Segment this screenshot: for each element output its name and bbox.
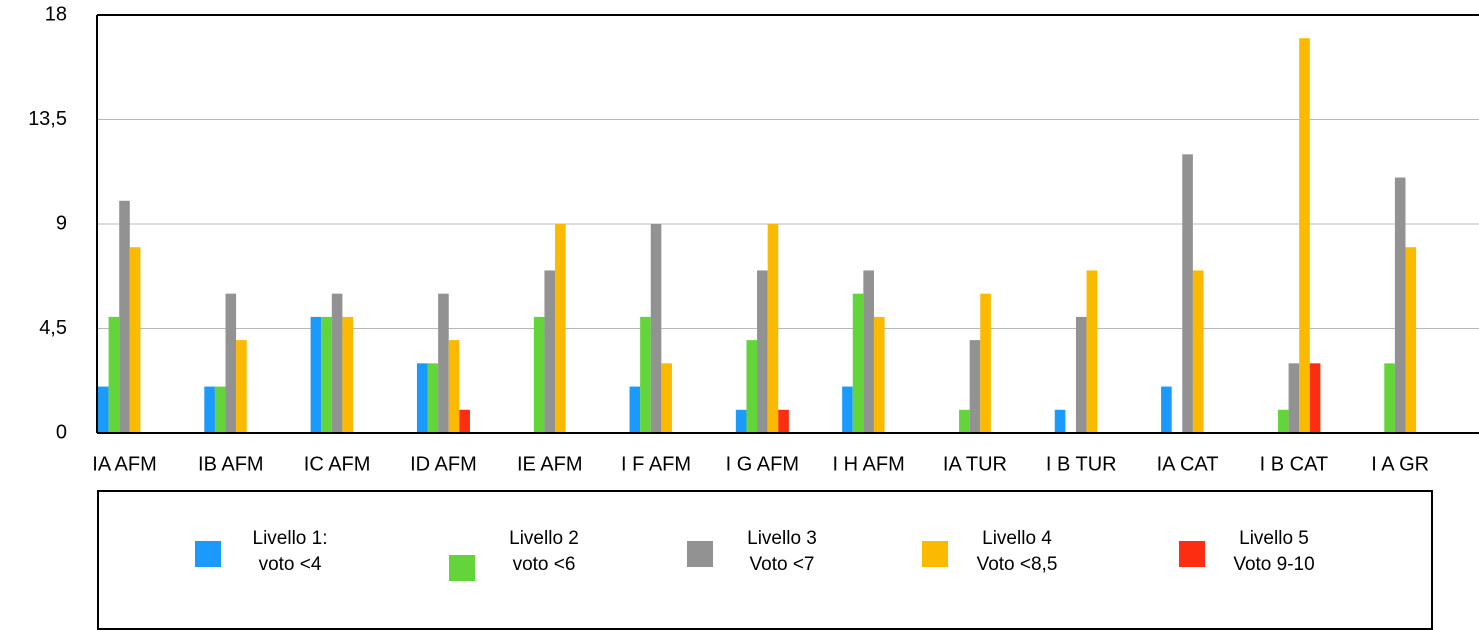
bar <box>852 293 864 433</box>
x-tick-label: IB AFM <box>198 453 264 475</box>
bar <box>629 386 641 433</box>
bar <box>310 316 322 433</box>
bar <box>427 363 439 433</box>
bar <box>331 293 343 433</box>
bar <box>969 340 981 433</box>
bar <box>873 316 885 433</box>
bar <box>342 316 354 433</box>
bar <box>735 409 747 433</box>
bar <box>1075 316 1087 433</box>
legend-swatch <box>449 555 475 581</box>
bar <box>650 224 662 433</box>
bar <box>108 316 120 433</box>
legend-label: Livello 5 Voto 9-10 <box>1233 528 1315 575</box>
bar <box>459 409 470 433</box>
legend-swatch <box>922 541 948 567</box>
bar <box>129 247 141 433</box>
bar <box>1277 409 1289 433</box>
bar <box>98 386 109 433</box>
bar <box>1309 363 1321 433</box>
bar <box>555 224 566 433</box>
x-tick-label: ID AFM <box>410 453 477 475</box>
y-tick-label: 13,5 <box>28 108 67 130</box>
bar <box>842 386 853 433</box>
legend-swatch <box>1179 541 1205 567</box>
bar <box>204 386 215 433</box>
x-tick-label: I G AFM <box>726 453 799 475</box>
bar <box>438 293 449 433</box>
bar <box>1182 154 1193 434</box>
legend-label: Livello 1: voto <4 <box>252 528 328 575</box>
x-tick-label: IC AFM <box>304 453 371 475</box>
bar <box>225 293 237 433</box>
bar <box>640 316 651 433</box>
legend-label: Livello 4 Voto <8,5 <box>976 528 1058 575</box>
bar <box>767 224 779 433</box>
y-tick-label: 9 <box>56 212 67 234</box>
bar <box>1086 270 1098 433</box>
bar <box>214 386 226 433</box>
bar <box>1405 247 1417 433</box>
x-tick-label: IA CAT <box>1157 453 1219 475</box>
y-tick-label: 18 <box>45 3 67 25</box>
bar <box>416 363 428 433</box>
bar <box>448 340 460 433</box>
bar <box>1161 386 1172 433</box>
x-tick-label: I F AFM <box>621 453 691 475</box>
x-tick-label: I A GR <box>1371 453 1429 475</box>
bar <box>661 363 672 433</box>
bar <box>119 200 130 433</box>
y-tick-label: 0 <box>56 421 67 443</box>
legend-swatch <box>687 541 713 567</box>
bar <box>1299 38 1310 433</box>
x-tick-label: IA TUR <box>943 453 1007 475</box>
legend: Livello 1: voto <4 Livello 2 voto <6 Livel… <box>97 490 1433 630</box>
bar <box>778 409 789 433</box>
bar <box>533 316 545 433</box>
chart: 0 4,5 9 13,5 18 IA AFM IB AFM IC AFM ID AFM IE AF… <box>28 3 1479 475</box>
bar <box>1384 363 1395 433</box>
x-tick-label: IA AFM <box>92 453 156 475</box>
x-tick-label: I B TUR <box>1046 453 1117 475</box>
legend-label: Livello 3 Voto <7 <box>747 528 817 575</box>
page: 0 4,5 9 13,5 18 IA AFM IB AFM IC AFM ID AFM IE AF… <box>28 3 1479 630</box>
bar <box>1394 177 1406 433</box>
bar <box>746 340 758 433</box>
bar <box>959 409 970 433</box>
bar <box>863 270 874 433</box>
bar <box>757 270 768 433</box>
bar <box>321 316 332 433</box>
bar <box>236 340 247 433</box>
bar <box>980 293 991 433</box>
legend-label: Livello 2 voto <6 <box>509 528 579 575</box>
bar <box>1054 409 1066 433</box>
bar <box>1192 270 1204 433</box>
y-tick-label: 4,5 <box>39 317 67 339</box>
bar <box>1288 363 1300 433</box>
x-tick-label: IE AFM <box>517 453 583 475</box>
x-tick-label: I B CAT <box>1260 453 1329 475</box>
legend-swatch <box>195 541 221 567</box>
bar <box>544 270 556 433</box>
x-tick-label: I H AFM <box>833 453 905 475</box>
